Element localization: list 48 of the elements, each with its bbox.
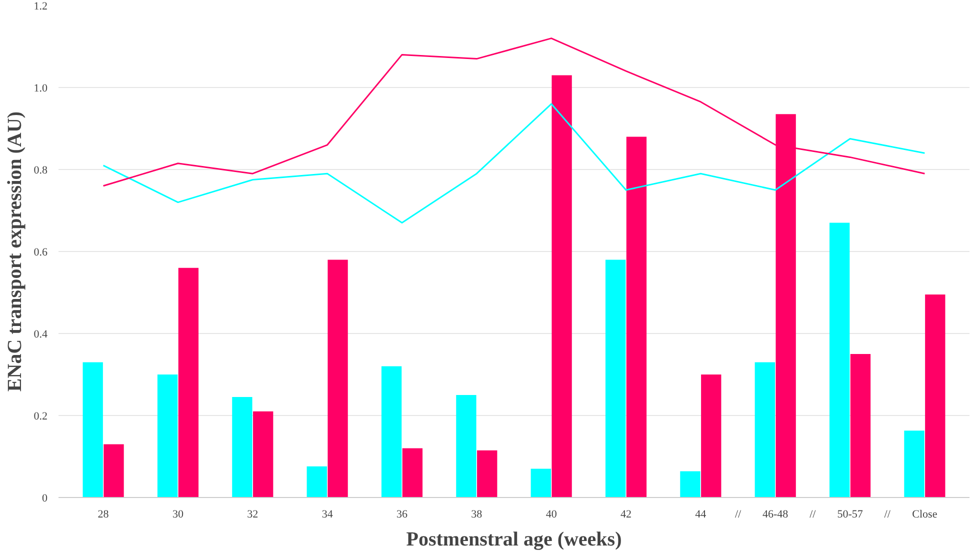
bar	[701, 374, 722, 498]
x-tick-label: Close	[912, 508, 938, 520]
x-tick-label: 46-48	[762, 508, 789, 520]
bar	[925, 294, 946, 498]
y-tick-label: 1.0	[34, 82, 48, 94]
bar	[381, 366, 402, 498]
bar	[328, 260, 348, 498]
bar	[232, 397, 252, 498]
bar	[850, 354, 871, 498]
bar	[904, 430, 924, 498]
bar	[477, 450, 498, 498]
x-tick-label: 50-57	[837, 508, 864, 520]
x-tick-label: 34	[322, 508, 334, 520]
x-tick-label: 44	[695, 508, 707, 520]
y-axis-title: ENaC transport expression (AU)	[4, 111, 26, 392]
x-tick-label: 38	[471, 508, 483, 520]
bar	[82, 362, 103, 498]
bar	[552, 75, 572, 498]
bar	[402, 448, 423, 498]
text: //	[884, 508, 892, 520]
x-tick-label: 36	[396, 508, 408, 520]
bar	[530, 468, 551, 498]
text: //	[734, 508, 742, 520]
text: //	[810, 508, 817, 520]
bar	[605, 260, 626, 498]
bar	[456, 395, 476, 498]
bar	[253, 411, 274, 498]
x-axis-title: Postmenstral age (weeks)	[406, 528, 622, 550]
bar	[157, 374, 178, 498]
x-tick-label: 28	[98, 508, 110, 520]
y-tick-label: 0.8	[34, 164, 48, 176]
y-tick-label: 0.4	[34, 328, 48, 340]
bar	[680, 471, 700, 498]
bar	[104, 444, 124, 498]
x-tick-label: 32	[247, 508, 258, 520]
bar	[829, 222, 850, 498]
bar	[306, 466, 327, 498]
bar	[178, 268, 199, 498]
x-tick-label: 42	[620, 508, 632, 520]
x-tick-label: 30	[172, 508, 184, 520]
line-series	[102, 103, 926, 224]
y-tick-label: 0	[42, 492, 48, 504]
y-tick-label: 1.2	[34, 0, 48, 12]
x-tick-label: 40	[546, 508, 558, 520]
bar	[754, 362, 775, 498]
y-tick-label: 0.6	[34, 246, 48, 258]
bar	[626, 136, 647, 498]
y-tick-label: 0.2	[34, 410, 48, 422]
